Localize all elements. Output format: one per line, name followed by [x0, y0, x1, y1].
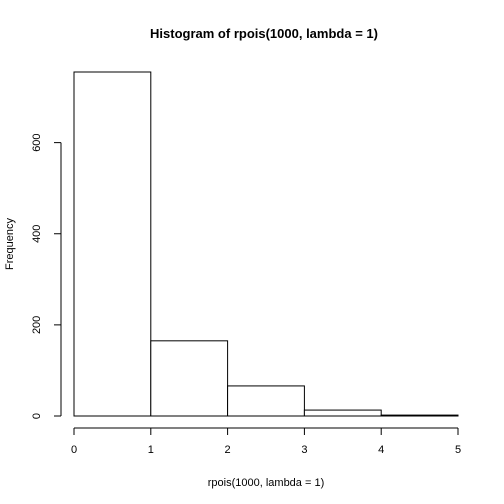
histogram-bar-0 — [73, 71, 152, 417]
x-tick-label-1: 1 — [148, 444, 154, 456]
y-tick-label-1: 200 — [31, 316, 43, 334]
histogram-bar-1 — [150, 340, 229, 417]
y-tick-label-3: 600 — [31, 133, 43, 151]
y-axis: 0 200 400 600 — [31, 133, 62, 419]
y-axis-label: Frequency — [4, 218, 16, 270]
y-tick-label-0: 0 — [31, 413, 43, 419]
x-tick-label-4: 4 — [378, 444, 384, 456]
x-tick-label-0: 0 — [71, 444, 77, 456]
x-tick-label-3: 3 — [301, 444, 307, 456]
chart-title: Histogram of rpois(1000, lambda = 1) — [150, 26, 378, 41]
x-tick-label-2: 2 — [225, 444, 231, 456]
x-axis: 0 1 2 3 4 5 — [71, 427, 461, 456]
bars-group — [73, 71, 459, 417]
x-tick-label-5: 5 — [455, 444, 461, 456]
histogram-bar-3 — [303, 409, 382, 417]
histogram-bar-2 — [227, 385, 305, 417]
y-tick-label-2: 400 — [31, 225, 43, 243]
histogram-bar-4 — [380, 414, 459, 417]
x-axis-label: rpois(1000, lambda = 1) — [208, 477, 324, 489]
